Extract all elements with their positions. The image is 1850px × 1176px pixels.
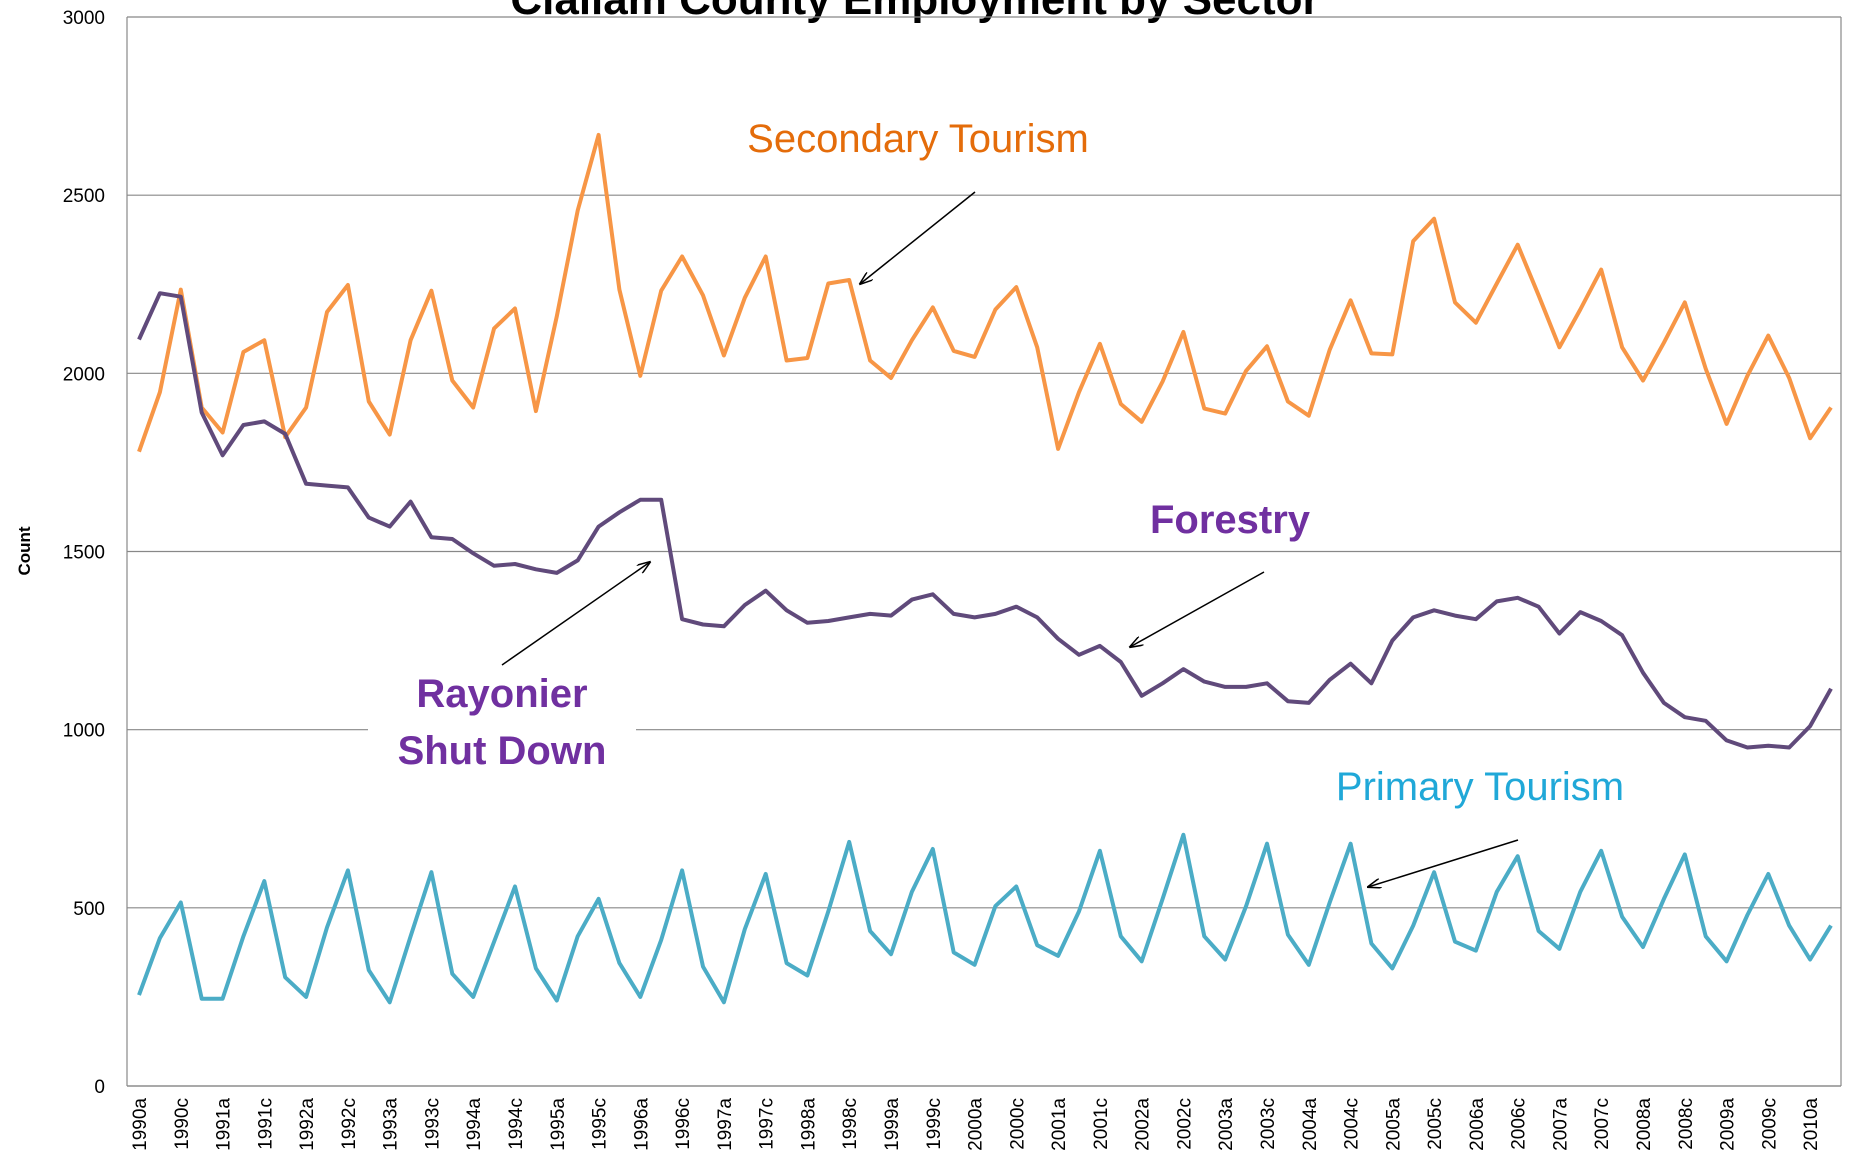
x-tick-label: 1993a xyxy=(381,1098,402,1151)
y-tick-label: 2500 xyxy=(63,186,105,207)
y-tick-label: 3000 xyxy=(63,8,105,29)
x-tick-label: 2001a xyxy=(1049,1098,1070,1151)
x-tick-label: 1997c xyxy=(757,1098,778,1150)
series-label: Forestry xyxy=(1150,498,1311,542)
x-tick-label: 1991a xyxy=(214,1098,235,1151)
x-tick-label: 1992c xyxy=(339,1098,360,1150)
annotation: Shut Down xyxy=(398,729,607,773)
x-tick-label: 2004c xyxy=(1342,1098,1363,1150)
x-tick-label: 2006a xyxy=(1467,1098,1488,1151)
x-tick-label: 2008a xyxy=(1634,1098,1655,1151)
annotation-box xyxy=(368,690,636,795)
series-label: Secondary Tourism xyxy=(747,117,1089,161)
x-tick-label: 1990a xyxy=(130,1098,151,1151)
x-tick-label: 2003c xyxy=(1258,1098,1279,1150)
x-tick-label: 2009a xyxy=(1718,1098,1739,1151)
chart-title: Clallam County Employment by Sector xyxy=(510,0,1319,24)
annotation: Rayonier xyxy=(416,672,587,716)
x-tick-label: 2010a xyxy=(1801,1098,1822,1151)
x-tick-label: 2000a xyxy=(966,1098,987,1151)
x-tick-label: 1990c xyxy=(172,1098,193,1150)
x-tick-label: 2009c xyxy=(1759,1098,1780,1150)
series-label: Primary Tourism xyxy=(1336,765,1624,809)
x-tick-label: 1997a xyxy=(715,1098,736,1151)
x-tick-label: 1991c xyxy=(255,1098,276,1150)
y-tick-label: 1500 xyxy=(63,543,105,564)
x-tick-label: 1992a xyxy=(297,1098,318,1151)
arrow xyxy=(501,562,650,666)
x-tick-label: 2004a xyxy=(1300,1098,1321,1151)
x-tick-label: 1996c xyxy=(673,1098,694,1150)
y-tick-label: 1000 xyxy=(63,721,105,742)
x-tick-label: 1998c xyxy=(840,1098,861,1150)
series-line xyxy=(137,132,1833,453)
x-tick-label: 1995a xyxy=(548,1098,569,1151)
x-tick-label: 1999a xyxy=(882,1098,903,1151)
x-tick-label: 2007a xyxy=(1550,1098,1571,1151)
x-tick-label: 1998a xyxy=(798,1098,819,1151)
x-tick-label: 1995c xyxy=(590,1098,611,1150)
y-tick-label: 0 xyxy=(94,1077,105,1098)
x-tick-label: 1994a xyxy=(464,1098,485,1151)
y-axis-label: Count xyxy=(15,526,34,575)
series-line xyxy=(137,291,1833,750)
x-tick-label: 2008c xyxy=(1676,1098,1697,1150)
series-line xyxy=(137,832,1833,1005)
y-tick-label: 500 xyxy=(73,899,105,920)
grid xyxy=(126,16,1842,1087)
arrow xyxy=(1130,571,1265,647)
x-tick-label: 2002c xyxy=(1174,1098,1195,1150)
arrow xyxy=(860,191,976,284)
y-tick-label: 2000 xyxy=(63,364,105,385)
x-tick-label: 1999c xyxy=(924,1098,945,1150)
arrow xyxy=(1368,839,1519,887)
x-tick-label: 2000c xyxy=(1007,1098,1028,1150)
x-tick-label: 1996a xyxy=(631,1098,652,1151)
x-tick-label: 2007c xyxy=(1592,1098,1613,1150)
x-tick-label: 2002a xyxy=(1133,1098,1154,1151)
x-tick-label: 2003a xyxy=(1216,1098,1237,1151)
x-tick-label: 1994c xyxy=(506,1098,527,1150)
x-tick-label: 2005a xyxy=(1383,1098,1404,1151)
x-tick-label: 2005c xyxy=(1425,1098,1446,1150)
x-tick-label: 2001c xyxy=(1091,1098,1112,1150)
x-tick-label: 2006c xyxy=(1509,1098,1530,1150)
x-tick-label: 1993c xyxy=(422,1098,443,1150)
lines xyxy=(137,132,1833,1005)
